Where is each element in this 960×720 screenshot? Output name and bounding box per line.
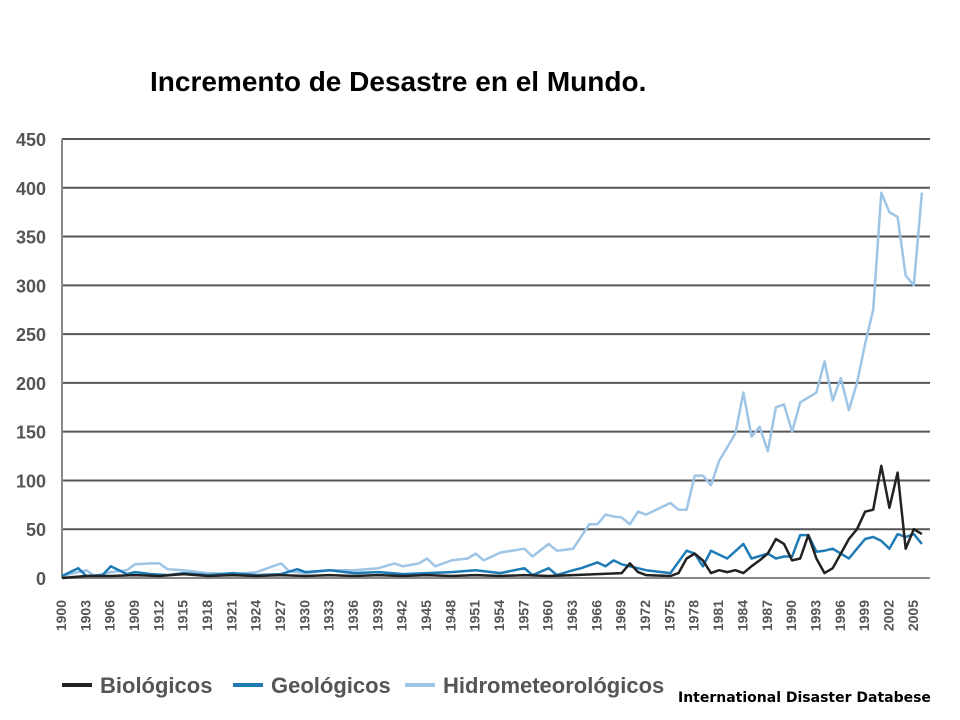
x-tick-label: 1930	[296, 600, 312, 631]
x-tick-label: 1915	[175, 600, 191, 631]
x-tick-label: 1993	[807, 600, 823, 631]
x-tick-label: 1984	[734, 600, 750, 631]
x-tick-label: 1906	[102, 600, 118, 631]
series-line-2	[61, 532, 923, 578]
x-tick-label: 1924	[248, 600, 264, 631]
x-tick-label: 1945	[418, 600, 434, 631]
series-line-3	[61, 191, 924, 578]
legend-label-2: Geológicos	[271, 673, 391, 698]
y-tick-label: 100	[16, 471, 46, 491]
y-tick-label: 400	[16, 179, 46, 199]
x-tick-label: 1918	[199, 600, 215, 631]
x-tick-label: 1951	[467, 600, 483, 631]
y-axis-ticks: 0 50 100 150 200 250 300 350 400 450	[16, 130, 46, 589]
x-axis-ticks: 1900 1903 1906 1909 1912 1915 1918 1921 1924 1927…	[53, 600, 921, 631]
legend-label-3: Hidrometeorológicos	[443, 673, 664, 698]
x-tick-label: 1978	[686, 600, 702, 631]
x-tick-label: 1975	[661, 600, 677, 631]
x-tick-label: 1927	[272, 600, 288, 631]
x-tick-label: 1939	[369, 600, 385, 631]
x-tick-label: 1999	[856, 600, 872, 631]
x-tick-label: 1948	[442, 600, 458, 631]
y-tick-label: 350	[16, 228, 46, 248]
x-tick-label: 2005	[905, 600, 921, 631]
y-tick-label: 50	[26, 520, 46, 540]
x-tick-label: 1996	[832, 600, 848, 631]
y-tick-label: 0	[36, 569, 46, 589]
x-tick-label: 1972	[637, 600, 653, 631]
x-tick-label: 1966	[588, 600, 604, 631]
legend-label-1: Biológicos	[100, 673, 212, 698]
x-tick-label: 1987	[759, 600, 775, 631]
x-tick-label: 1912	[150, 600, 166, 631]
series-line-1	[61, 464, 923, 580]
gridlines	[61, 138, 930, 579]
x-tick-label: 1900	[53, 600, 69, 631]
x-tick-label: 2002	[880, 600, 896, 631]
x-tick-label: 1981	[710, 600, 726, 631]
x-tick-label: 1957	[515, 600, 531, 631]
y-tick-label: 150	[16, 423, 46, 443]
x-tick-label: 1936	[345, 600, 361, 631]
y-tick-label: 300	[16, 276, 46, 296]
legend: Biológicos Geológicos Hidrometeorológicos	[62, 673, 664, 698]
x-tick-label: 1921	[223, 600, 239, 631]
source-credit: International Disaster Databese	[678, 690, 931, 706]
y-tick-label: 450	[16, 130, 46, 150]
y-tick-label: 200	[16, 374, 46, 394]
x-tick-label: 1909	[126, 600, 142, 631]
x-tick-label: 1942	[394, 600, 410, 631]
x-tick-label: 1963	[564, 600, 580, 631]
x-tick-label: 1903	[77, 600, 93, 631]
y-tick-label: 250	[16, 325, 46, 345]
x-tick-label: 1954	[491, 600, 507, 631]
x-tick-label: 1960	[540, 600, 556, 631]
series-lines	[61, 191, 924, 580]
x-tick-label: 1990	[783, 600, 799, 631]
x-tick-label: 1933	[321, 600, 337, 631]
x-tick-label: 1969	[613, 600, 629, 631]
chart-title: Incremento de Desastre en el Mundo.	[150, 66, 647, 97]
